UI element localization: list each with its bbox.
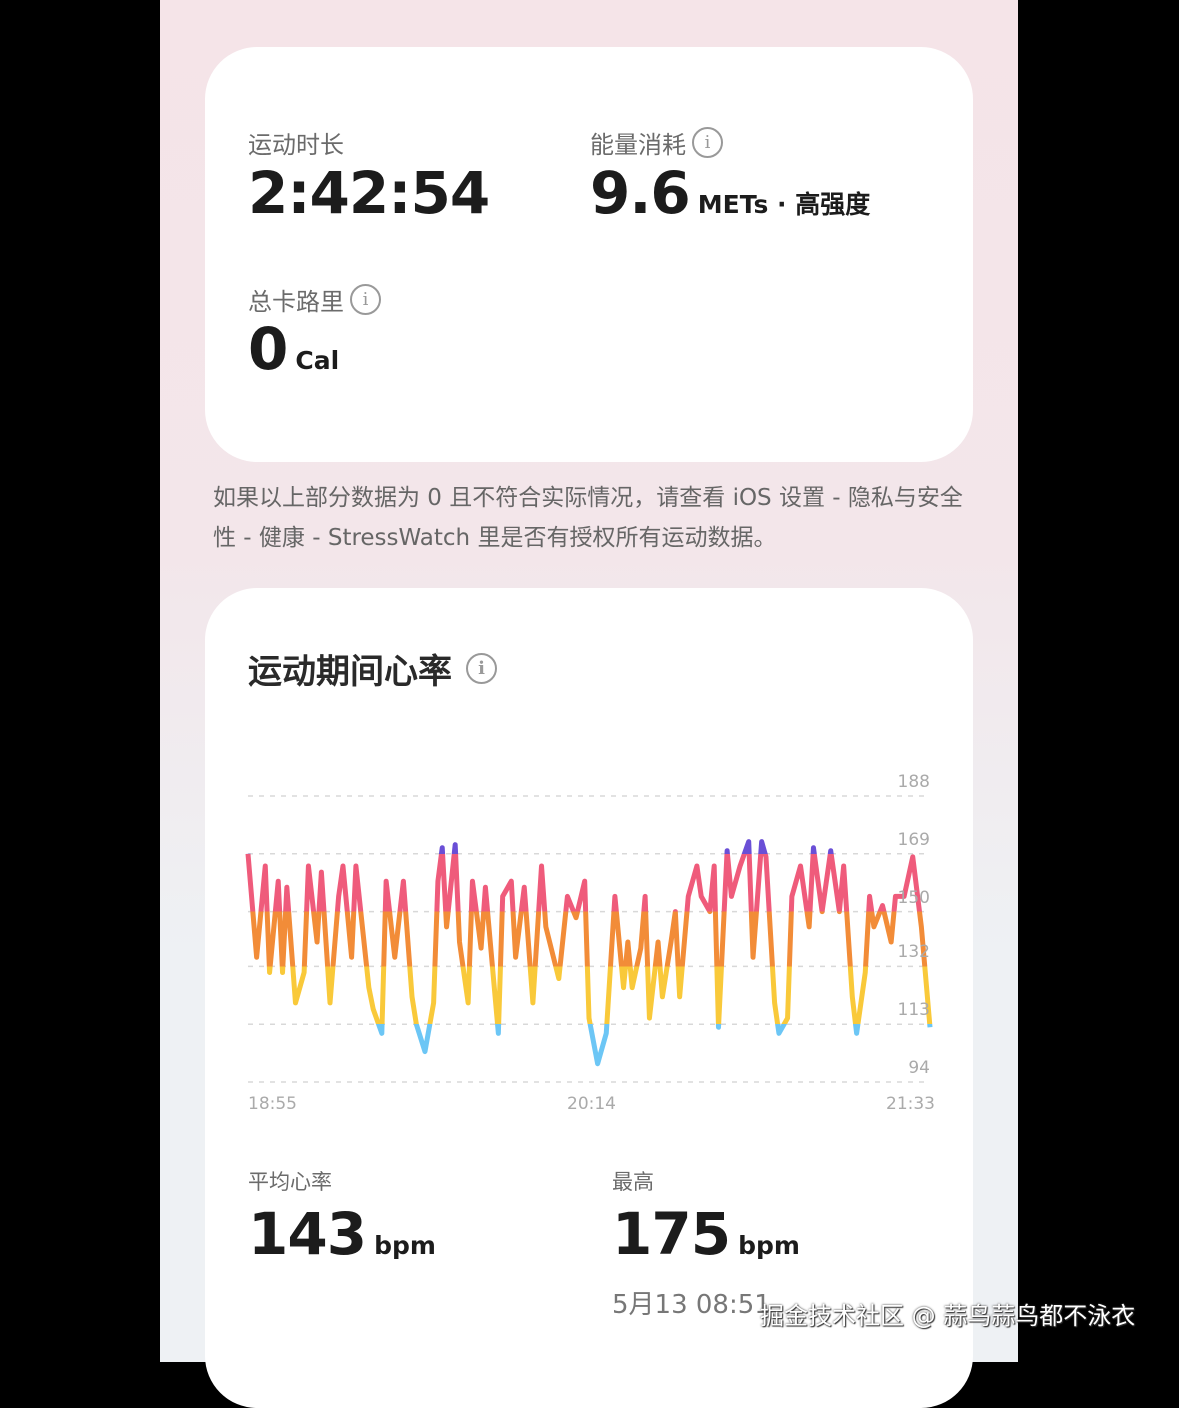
avg-hr-value: 143 bpm bbox=[248, 1200, 436, 1268]
energy-unit: METs · 高强度 bbox=[697, 190, 871, 219]
x-tick-label: 20:14 bbox=[567, 1094, 616, 1114]
calories-label: 总卡路里 i bbox=[248, 282, 381, 317]
duration-value: 2:42:54 bbox=[248, 159, 490, 227]
duration-label: 运动时长 bbox=[248, 125, 344, 160]
max-hr-label: 最高 bbox=[612, 1166, 654, 1196]
x-tick-label: 18:55 bbox=[248, 1094, 297, 1114]
info-icon[interactable]: i bbox=[466, 653, 497, 684]
calories-value: 0 Cal bbox=[248, 315, 339, 383]
y-tick-label: 169 bbox=[897, 829, 930, 850]
avg-hr-unit: bpm bbox=[374, 1231, 436, 1260]
calories-value-text: 0 bbox=[248, 315, 288, 383]
heart-rate-card: 运动期间心率 i 188 169 150 132 113 94 18:55 20:14 21:33… bbox=[205, 588, 973, 1408]
y-tick-label: 188 bbox=[897, 772, 930, 792]
max-hr-time: 5月13 08:51 bbox=[612, 1290, 771, 1320]
calories-label-text: 总卡路里 bbox=[248, 288, 344, 316]
y-tick-label: 150 bbox=[897, 887, 930, 908]
max-hr-label-text: 最高 bbox=[612, 1170, 654, 1194]
max-hr-value-text: 175 bbox=[612, 1200, 731, 1268]
y-tick-label: 94 bbox=[908, 1058, 930, 1078]
permission-note: 如果以上部分数据为 0 且不符合实际情况，请查看 iOS 设置 - 隐私与安全性… bbox=[213, 485, 963, 551]
info-icon[interactable]: i bbox=[692, 127, 723, 158]
max-hr-unit: bpm bbox=[738, 1231, 800, 1260]
watermark: 掘金技术社区 @ 蒜鸟蒜鸟都不泳衣 bbox=[760, 1302, 1136, 1330]
duration-value-text: 2:42:54 bbox=[248, 159, 490, 227]
energy-value-text: 9.6 bbox=[590, 159, 691, 227]
heart-rate-chart-svg bbox=[245, 795, 933, 1083]
workout-summary-card: 运动时长 2:42:54 能量消耗 i 9.6 METs · 高强度 总卡路里 i 0… bbox=[205, 47, 973, 462]
heart-rate-line bbox=[245, 839, 933, 1067]
info-icon[interactable]: i bbox=[350, 284, 381, 315]
heart-rate-chart: 188 169 150 132 113 94 18:55 20:14 21:33 bbox=[205, 588, 973, 1128]
energy-value: 9.6 METs · 高强度 bbox=[590, 159, 870, 227]
x-tick-label: 21:33 bbox=[886, 1094, 935, 1114]
avg-hr-label-text: 平均心率 bbox=[248, 1170, 332, 1194]
avg-hr-value-text: 143 bbox=[248, 1200, 367, 1268]
app-screen: 运动时长 2:42:54 能量消耗 i 9.6 METs · 高强度 总卡路里 i 0… bbox=[160, 0, 1018, 1408]
heart-rate-title: 运动期间心率 i bbox=[248, 644, 497, 693]
avg-hr-label: 平均心率 bbox=[248, 1166, 332, 1196]
y-tick-label: 132 bbox=[897, 942, 930, 963]
max-hr-value: 175 bpm bbox=[612, 1200, 800, 1268]
energy-label-text: 能量消耗 bbox=[590, 131, 686, 159]
energy-label: 能量消耗 i bbox=[590, 125, 723, 160]
duration-label-text: 运动时长 bbox=[248, 131, 344, 159]
calories-unit: Cal bbox=[295, 346, 340, 375]
y-tick-label: 113 bbox=[897, 1000, 930, 1021]
heart-rate-title-text: 运动期间心率 bbox=[248, 652, 452, 692]
